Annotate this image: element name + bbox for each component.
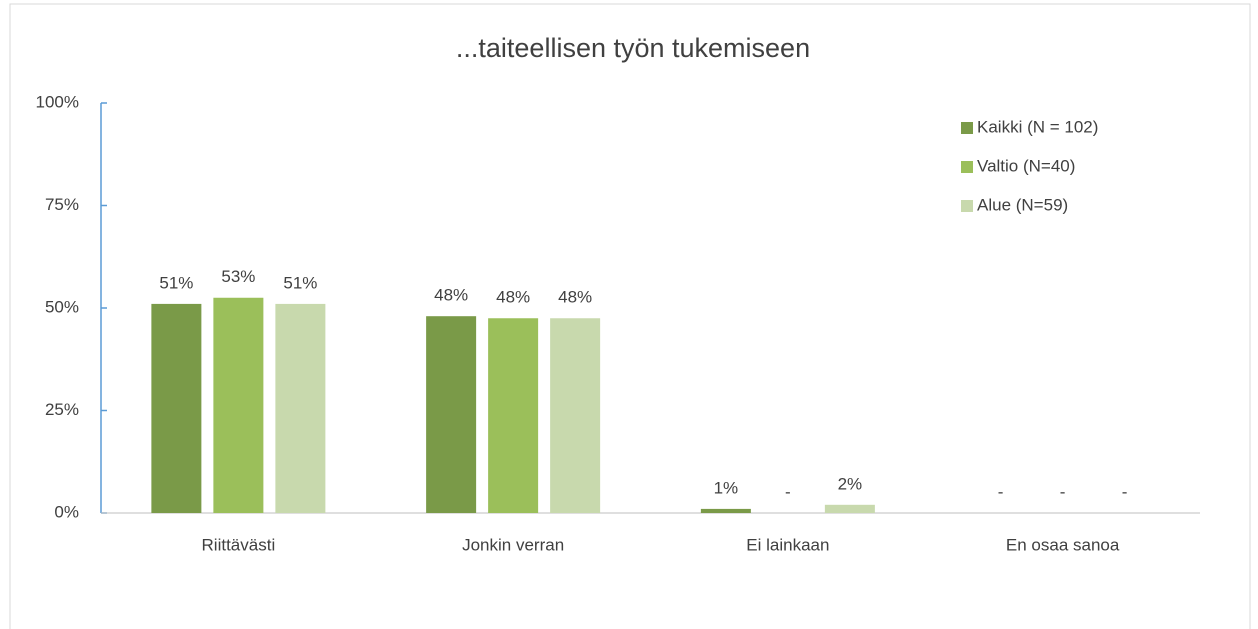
legend-swatch [961,161,973,173]
data-label: - [1060,482,1066,501]
bar [151,303,202,513]
bar [213,297,264,513]
x-tick-label: En osaa sanoa [1006,535,1120,554]
y-tick-label: 50% [45,297,79,316]
y-tick-label: 100% [36,92,79,111]
data-label: 48% [496,288,530,307]
data-label: - [785,482,791,501]
data-label: 53% [221,267,255,286]
bar [488,318,539,513]
data-label: 48% [558,288,592,307]
chart-title: ...taiteellisen työn tukemiseen [456,33,810,63]
legend-swatch [961,122,973,134]
y-tick-label: 75% [45,195,79,214]
y-tick-label: 0% [54,502,79,521]
bar [426,316,477,513]
bar [824,504,875,513]
data-label: 51% [159,273,193,292]
data-label: - [1122,482,1128,501]
data-label: 48% [434,286,468,305]
data-label: 2% [838,474,863,493]
legend-label: Kaikki (N = 102) [977,117,1098,136]
data-label: 1% [714,478,739,497]
data-label: - [998,482,1004,501]
legend-label: Alue (N=59) [977,195,1068,214]
bar [700,508,751,513]
x-tick-label: Ei lainkaan [746,535,829,554]
x-tick-label: Riittävästi [202,535,276,554]
x-tick-label: Jonkin verran [462,535,564,554]
legend-swatch [961,200,973,212]
bar [275,303,326,513]
bar [550,318,601,513]
legend-label: Valtio (N=40) [977,156,1075,175]
y-tick-label: 25% [45,400,79,419]
data-label: 51% [283,273,317,292]
